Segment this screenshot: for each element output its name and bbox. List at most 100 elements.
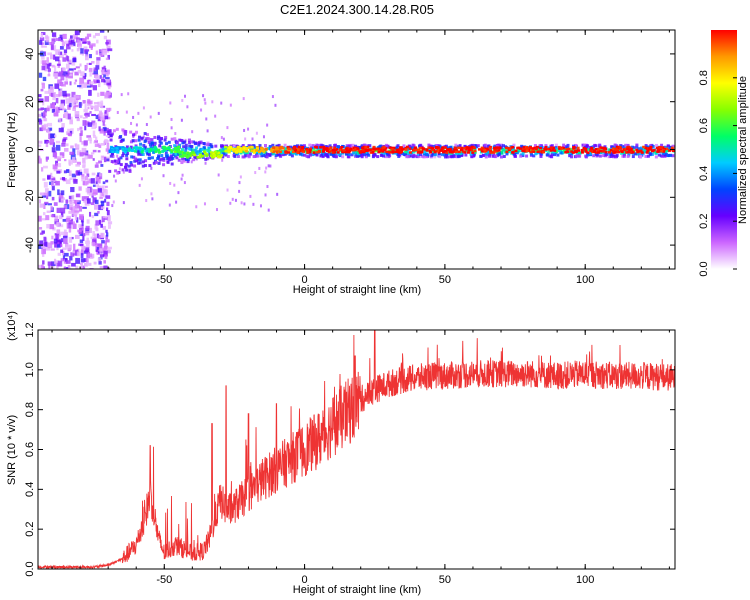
spectrogram-cell — [141, 147, 145, 151]
spectrogram-cell — [174, 147, 178, 150]
spectrogram-cell — [79, 262, 83, 266]
spectrogram-cell — [47, 174, 51, 180]
spectrogram-cell — [90, 178, 95, 184]
spectrogram-cell — [44, 241, 48, 247]
spectrogram-cell — [84, 49, 87, 54]
spectrogram-cell — [69, 44, 74, 47]
spectrogram-cell — [60, 238, 64, 243]
spectrogram-cell — [76, 150, 82, 156]
spectrogram-cell — [265, 166, 268, 170]
spectrogram-cell — [584, 150, 588, 153]
spectrogram-cell — [128, 147, 132, 150]
spectrogram-cell — [69, 81, 72, 86]
spectrogram-cell — [555, 149, 559, 153]
spectrogram-cell — [72, 107, 76, 111]
spectrogram-cell — [55, 234, 59, 240]
colorbar: 0.00.20.40.60.8 Normalized spectral ampl… — [698, 30, 749, 277]
spectrogram-cell — [79, 83, 83, 86]
spectrogram-cell — [94, 139, 98, 143]
spectrogram-cell — [87, 253, 93, 258]
spectrogram-cell — [47, 122, 53, 127]
spectrogram-cell — [56, 221, 61, 228]
spectrogram-cell — [547, 148, 551, 152]
spectrogram-cell — [47, 203, 52, 206]
spectrogram-cell — [67, 128, 71, 133]
spectrogram-cell — [178, 143, 182, 147]
spectrogram-cell — [70, 236, 74, 240]
spectrogram-cell — [72, 101, 75, 107]
spectrogram-cell — [211, 152, 215, 156]
spectrogram-cell — [81, 221, 84, 226]
spectrogram-cell — [93, 81, 98, 84]
spectrogram-cell — [101, 216, 105, 223]
spectrogram-cell — [104, 138, 108, 143]
spectrogram-cell — [248, 146, 252, 149]
spectrogram-cell — [124, 162, 128, 166]
spectrogram-cell — [329, 152, 333, 156]
spectrogram-cell — [64, 159, 67, 162]
spectrogram-cell — [107, 48, 113, 52]
spectrogram-cell — [655, 143, 659, 147]
spectrogram-cell — [82, 75, 87, 80]
spectrogram-cell — [84, 150, 89, 153]
spectrogram-cell — [244, 149, 248, 153]
spectrogram-cell — [150, 138, 154, 142]
spectrogram-cell — [38, 119, 43, 125]
spectrogram-cell — [62, 235, 68, 239]
spectrogram-cell — [545, 153, 549, 157]
spectrogram-cell — [159, 137, 163, 141]
spectrogram-cell — [642, 145, 646, 149]
spectrogram-cell — [67, 59, 72, 64]
spectrogram-cell — [95, 176, 99, 182]
spectrogram-cell — [259, 149, 263, 153]
spectrogram-cell — [162, 163, 166, 167]
spectrogram-cell — [93, 79, 98, 82]
spectrogram-cell — [635, 143, 639, 147]
y-tick-label: 1.2 — [24, 322, 36, 337]
spectrogram-cell — [103, 250, 108, 257]
spectrogram-cell — [271, 143, 275, 147]
spectrogram-cell — [73, 105, 76, 109]
spectrogram-cell — [55, 163, 58, 166]
spectrogram-cell — [652, 149, 656, 152]
spectrogram-cell — [138, 135, 142, 139]
spectrogram-cell — [90, 105, 95, 108]
spectrogram-cell — [269, 164, 272, 168]
spectrogram-cell — [87, 122, 93, 127]
spectrogram-cell — [537, 148, 541, 152]
spectrogram-cell — [538, 144, 542, 148]
spectrogram-cell — [105, 79, 110, 84]
spectrogram-cell — [200, 108, 203, 112]
spectrogram-cell — [65, 74, 69, 78]
spectrogram-cell — [99, 75, 102, 79]
spectrogram-cell — [72, 58, 77, 63]
spectrogram-cell — [75, 144, 80, 149]
spectrogram-cell — [517, 148, 521, 152]
spectrogram-xlabel: Height of straight line (km) — [293, 284, 421, 296]
spectrogram-cell — [73, 82, 77, 85]
spectrogram-cell — [586, 153, 590, 157]
spectrogram-cell — [77, 171, 83, 175]
spectrogram-cell — [43, 192, 49, 197]
spectrogram-cell — [91, 241, 96, 246]
spectrogram-cell — [100, 100, 104, 104]
spectrogram-cell — [403, 153, 407, 157]
spectrogram-cell — [283, 152, 287, 156]
spectrogram-cell — [43, 51, 47, 57]
spectrogram-cell — [65, 245, 69, 250]
spectrogram-cell — [50, 263, 55, 269]
spectrogram-cell — [473, 149, 477, 153]
spectrogram-cell — [369, 151, 373, 154]
spectrogram-cell — [174, 150, 178, 153]
spectrogram-cell — [164, 151, 168, 155]
spectrogram-cell — [463, 146, 467, 150]
spectrogram-cell — [100, 220, 103, 227]
spectrogram-cell — [46, 140, 50, 144]
spectrogram-cell — [345, 149, 349, 153]
spectrogram-cell — [226, 154, 230, 158]
spectrogram-cell — [260, 147, 264, 151]
spectrogram-cell — [158, 144, 162, 148]
spectrogram-cell — [202, 94, 205, 98]
spectrogram-cell — [209, 143, 213, 147]
spectrogram-cell — [399, 146, 403, 149]
